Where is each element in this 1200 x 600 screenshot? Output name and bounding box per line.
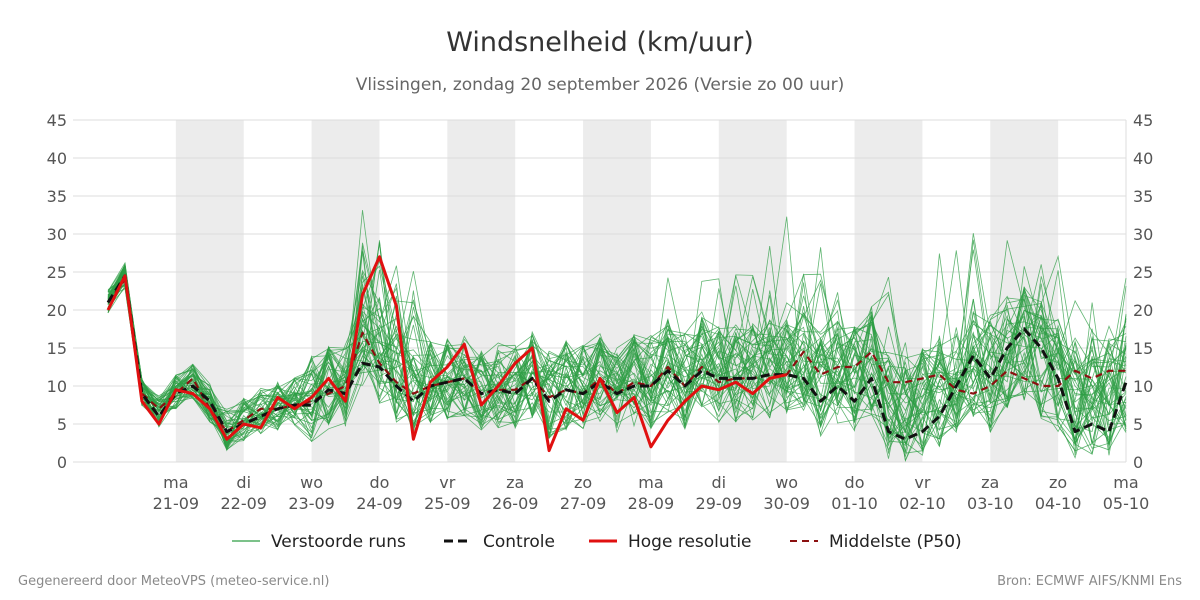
day-shade-3 — [583, 120, 651, 462]
chart-subtitle: Vlissingen, zondag 20 september 2026 (Ve… — [356, 75, 845, 95]
x-tick-date-1: 22-09 — [220, 494, 267, 513]
legend-label-verstoorde-runs: Verstoorde runs — [271, 532, 406, 552]
y-tick-left-10: 10 — [47, 377, 67, 396]
legend-label-hoge-resolutie: Hoge resolutie — [628, 532, 752, 552]
ensemble-run-24 — [107, 262, 1127, 442]
y-tick-left-5: 5 — [57, 415, 67, 434]
x-tick-date-12: 03-10 — [967, 494, 1014, 513]
x-tick-day-4: vr — [439, 473, 455, 492]
x-tick-day-10: do — [845, 473, 865, 492]
y-tick-right-20: 20 — [1133, 301, 1153, 320]
y-tick-left-30: 30 — [47, 225, 67, 244]
legend-label-controle: Controle — [483, 532, 555, 552]
x-tick-date-7: 28-09 — [628, 494, 675, 513]
y-tick-right-40: 40 — [1133, 149, 1153, 168]
x-tick-day-7: ma — [638, 473, 663, 492]
y-tick-left-20: 20 — [47, 301, 67, 320]
x-tick-date-9: 30-09 — [763, 494, 810, 513]
ensemble-run-42 — [107, 266, 1127, 451]
y-tick-right-30: 30 — [1133, 225, 1153, 244]
ensemble-run-21 — [107, 287, 1127, 446]
ensemble-run-45 — [107, 278, 1127, 459]
day-shade-5 — [854, 120, 923, 462]
x-tick-date-13: 04-10 — [1035, 494, 1082, 513]
ensemble-runs — [107, 210, 1127, 463]
x-tick-day-11: vr — [914, 473, 930, 492]
ensemble-run-26 — [107, 265, 1127, 445]
y-axis-left: 0 5 10 15 20 25 30 35 40 45 — [47, 111, 67, 472]
y-tick-left-25: 25 — [47, 263, 67, 282]
x-tick-date-0: 21-09 — [153, 494, 200, 513]
x-tick-day-9: wo — [775, 473, 798, 492]
footer-generated-by: Gegenereerd door MeteoVPS (meteo-service… — [18, 574, 329, 589]
legend: Verstoorde runs Controle Hoge resolutie … — [232, 532, 962, 552]
series-hoge-resolutie — [106, 255, 788, 453]
legend-label-p50: Middelste (P50) — [829, 532, 962, 552]
series-controle — [106, 274, 1128, 441]
y-axis-right: 0 5 10 15 20 25 30 35 40 45 — [1133, 111, 1153, 472]
x-tick-day-12: za — [981, 473, 999, 492]
ensemble-run-17 — [107, 287, 1127, 447]
x-tick-date-10: 01-10 — [831, 494, 878, 513]
y-tick-left-40: 40 — [47, 149, 67, 168]
x-tick-date-14: 05-10 — [1103, 494, 1150, 513]
x-tick-day-5: za — [506, 473, 524, 492]
y-tick-right-5: 5 — [1133, 415, 1143, 434]
x-tick-date-8: 29-09 — [696, 494, 743, 513]
y-tick-left-15: 15 — [47, 339, 67, 358]
chart-title: Windsnelheid (km/uur) — [446, 27, 754, 58]
x-tick-day-1: di — [236, 473, 251, 492]
ensemble-run-32 — [107, 241, 1127, 451]
x-tick-date-5: 26-09 — [492, 494, 539, 513]
y-tick-right-45: 45 — [1133, 111, 1153, 130]
y-tick-left-45: 45 — [47, 111, 67, 130]
x-tick-date-6: 27-09 — [560, 494, 607, 513]
ensemble-run-35 — [107, 250, 1127, 446]
x-axis: ma 21-09 di 22-09 wo 23-09 do 24-09 vr 25-09 za 26-… — [153, 473, 1150, 513]
x-tick-day-8: di — [711, 473, 726, 492]
y-tick-right-35: 35 — [1133, 187, 1153, 206]
x-tick-date-11: 02-10 — [899, 494, 946, 513]
y-tick-left-35: 35 — [47, 187, 67, 206]
x-tick-date-2: 23-09 — [288, 494, 335, 513]
ensemble-run-37 — [107, 273, 1127, 448]
ensemble-run-50 — [107, 275, 1127, 432]
x-tick-date-4: 25-09 — [424, 494, 471, 513]
x-tick-date-3: 24-09 — [356, 494, 403, 513]
footer-source: Bron: ECMWF AIFS/KNMI Ens — [997, 574, 1182, 589]
ensemble-run-44 — [107, 264, 1127, 463]
ensemble-run-36 — [107, 243, 1127, 442]
x-tick-day-14: ma — [1113, 473, 1138, 492]
y-tick-left-0: 0 — [57, 453, 67, 472]
x-tick-day-0: ma — [163, 473, 188, 492]
main-series — [106, 255, 1128, 453]
y-tick-right-10: 10 — [1133, 377, 1153, 396]
y-tick-right-0: 0 — [1133, 453, 1143, 472]
x-tick-day-6: zo — [574, 473, 592, 492]
y-tick-right-25: 25 — [1133, 263, 1153, 282]
x-tick-day-3: do — [369, 473, 389, 492]
x-tick-day-13: zo — [1049, 473, 1067, 492]
y-tick-right-15: 15 — [1133, 339, 1153, 358]
ensemble-run-49 — [107, 284, 1127, 458]
x-tick-day-2: wo — [300, 473, 323, 492]
